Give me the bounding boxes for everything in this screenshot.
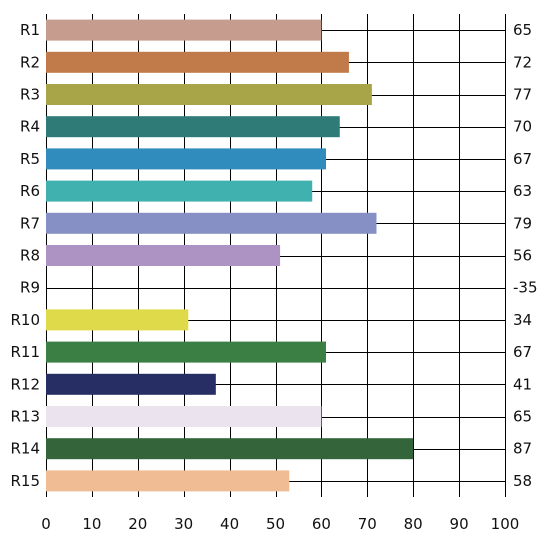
value-label: 34	[513, 311, 532, 329]
bar-r12	[46, 373, 216, 395]
value-label: 56	[513, 247, 532, 265]
value-label: 79	[513, 214, 532, 232]
bar-r3	[46, 84, 372, 105]
value-label: 58	[513, 472, 532, 490]
x-axis-ticks: 0 10 20 30 40 50 60 70 80 90 100	[41, 515, 519, 533]
category-label: R10	[10, 311, 40, 329]
x-tick-label: 0	[41, 515, 51, 533]
bar-r11	[46, 341, 326, 363]
value-label: 65	[513, 408, 532, 426]
x-tick-label: 90	[450, 515, 469, 533]
bar-r2	[46, 51, 349, 73]
x-tick-label: 40	[220, 515, 239, 533]
value-label: 70	[513, 118, 532, 136]
category-label: R5	[20, 150, 40, 168]
x-tick-label: 60	[312, 515, 331, 533]
x-tick-label: 50	[266, 515, 285, 533]
category-label: R1	[20, 21, 40, 39]
category-labels: R1 R2 R3 R4 R5 R6 R7 R8 R9 R10 R11 R12 R13 R14 R15	[10, 21, 40, 490]
value-label: 67	[513, 150, 532, 168]
bar-r14	[46, 438, 414, 460]
bar-r6	[46, 180, 313, 202]
x-tick-label: 80	[404, 515, 423, 533]
bar-r1	[46, 19, 322, 41]
x-tick-label: 30	[174, 515, 193, 533]
value-label: -35	[513, 279, 538, 297]
bar-r15	[46, 470, 290, 492]
x-tick-label: 10	[82, 515, 101, 533]
value-label: 77	[513, 86, 532, 104]
bar-r7	[46, 212, 377, 234]
bar-r5	[46, 148, 326, 170]
bar-r10	[46, 309, 189, 331]
x-tick-label: 100	[491, 515, 520, 533]
category-label: R12	[10, 375, 40, 393]
bar-r4	[46, 116, 340, 138]
value-label: 41	[513, 375, 532, 393]
value-label: 65	[513, 21, 532, 39]
category-label: R14	[10, 440, 40, 458]
value-label: 63	[513, 182, 532, 200]
category-label: R9	[20, 279, 40, 297]
bar-r13	[46, 406, 322, 427]
value-labels: 65 72 77 70 67 63 79 56 -35 34 67 41 65 87 58	[513, 21, 538, 490]
category-label: R11	[10, 343, 40, 361]
x-tick-label: 70	[358, 515, 377, 533]
x-tick-label: 20	[128, 515, 147, 533]
category-label: R3	[20, 86, 40, 104]
category-label: R4	[20, 118, 40, 136]
value-label: 72	[513, 53, 532, 71]
bars	[46, 19, 414, 492]
category-label: R6	[20, 182, 40, 200]
category-label: R8	[20, 247, 40, 265]
category-label: R7	[20, 214, 40, 232]
value-label: 67	[513, 343, 532, 361]
bar-r8	[46, 245, 281, 266]
category-label: R13	[10, 408, 40, 426]
category-label: R15	[10, 472, 40, 490]
category-label: R2	[20, 53, 40, 71]
value-label: 87	[513, 440, 532, 458]
